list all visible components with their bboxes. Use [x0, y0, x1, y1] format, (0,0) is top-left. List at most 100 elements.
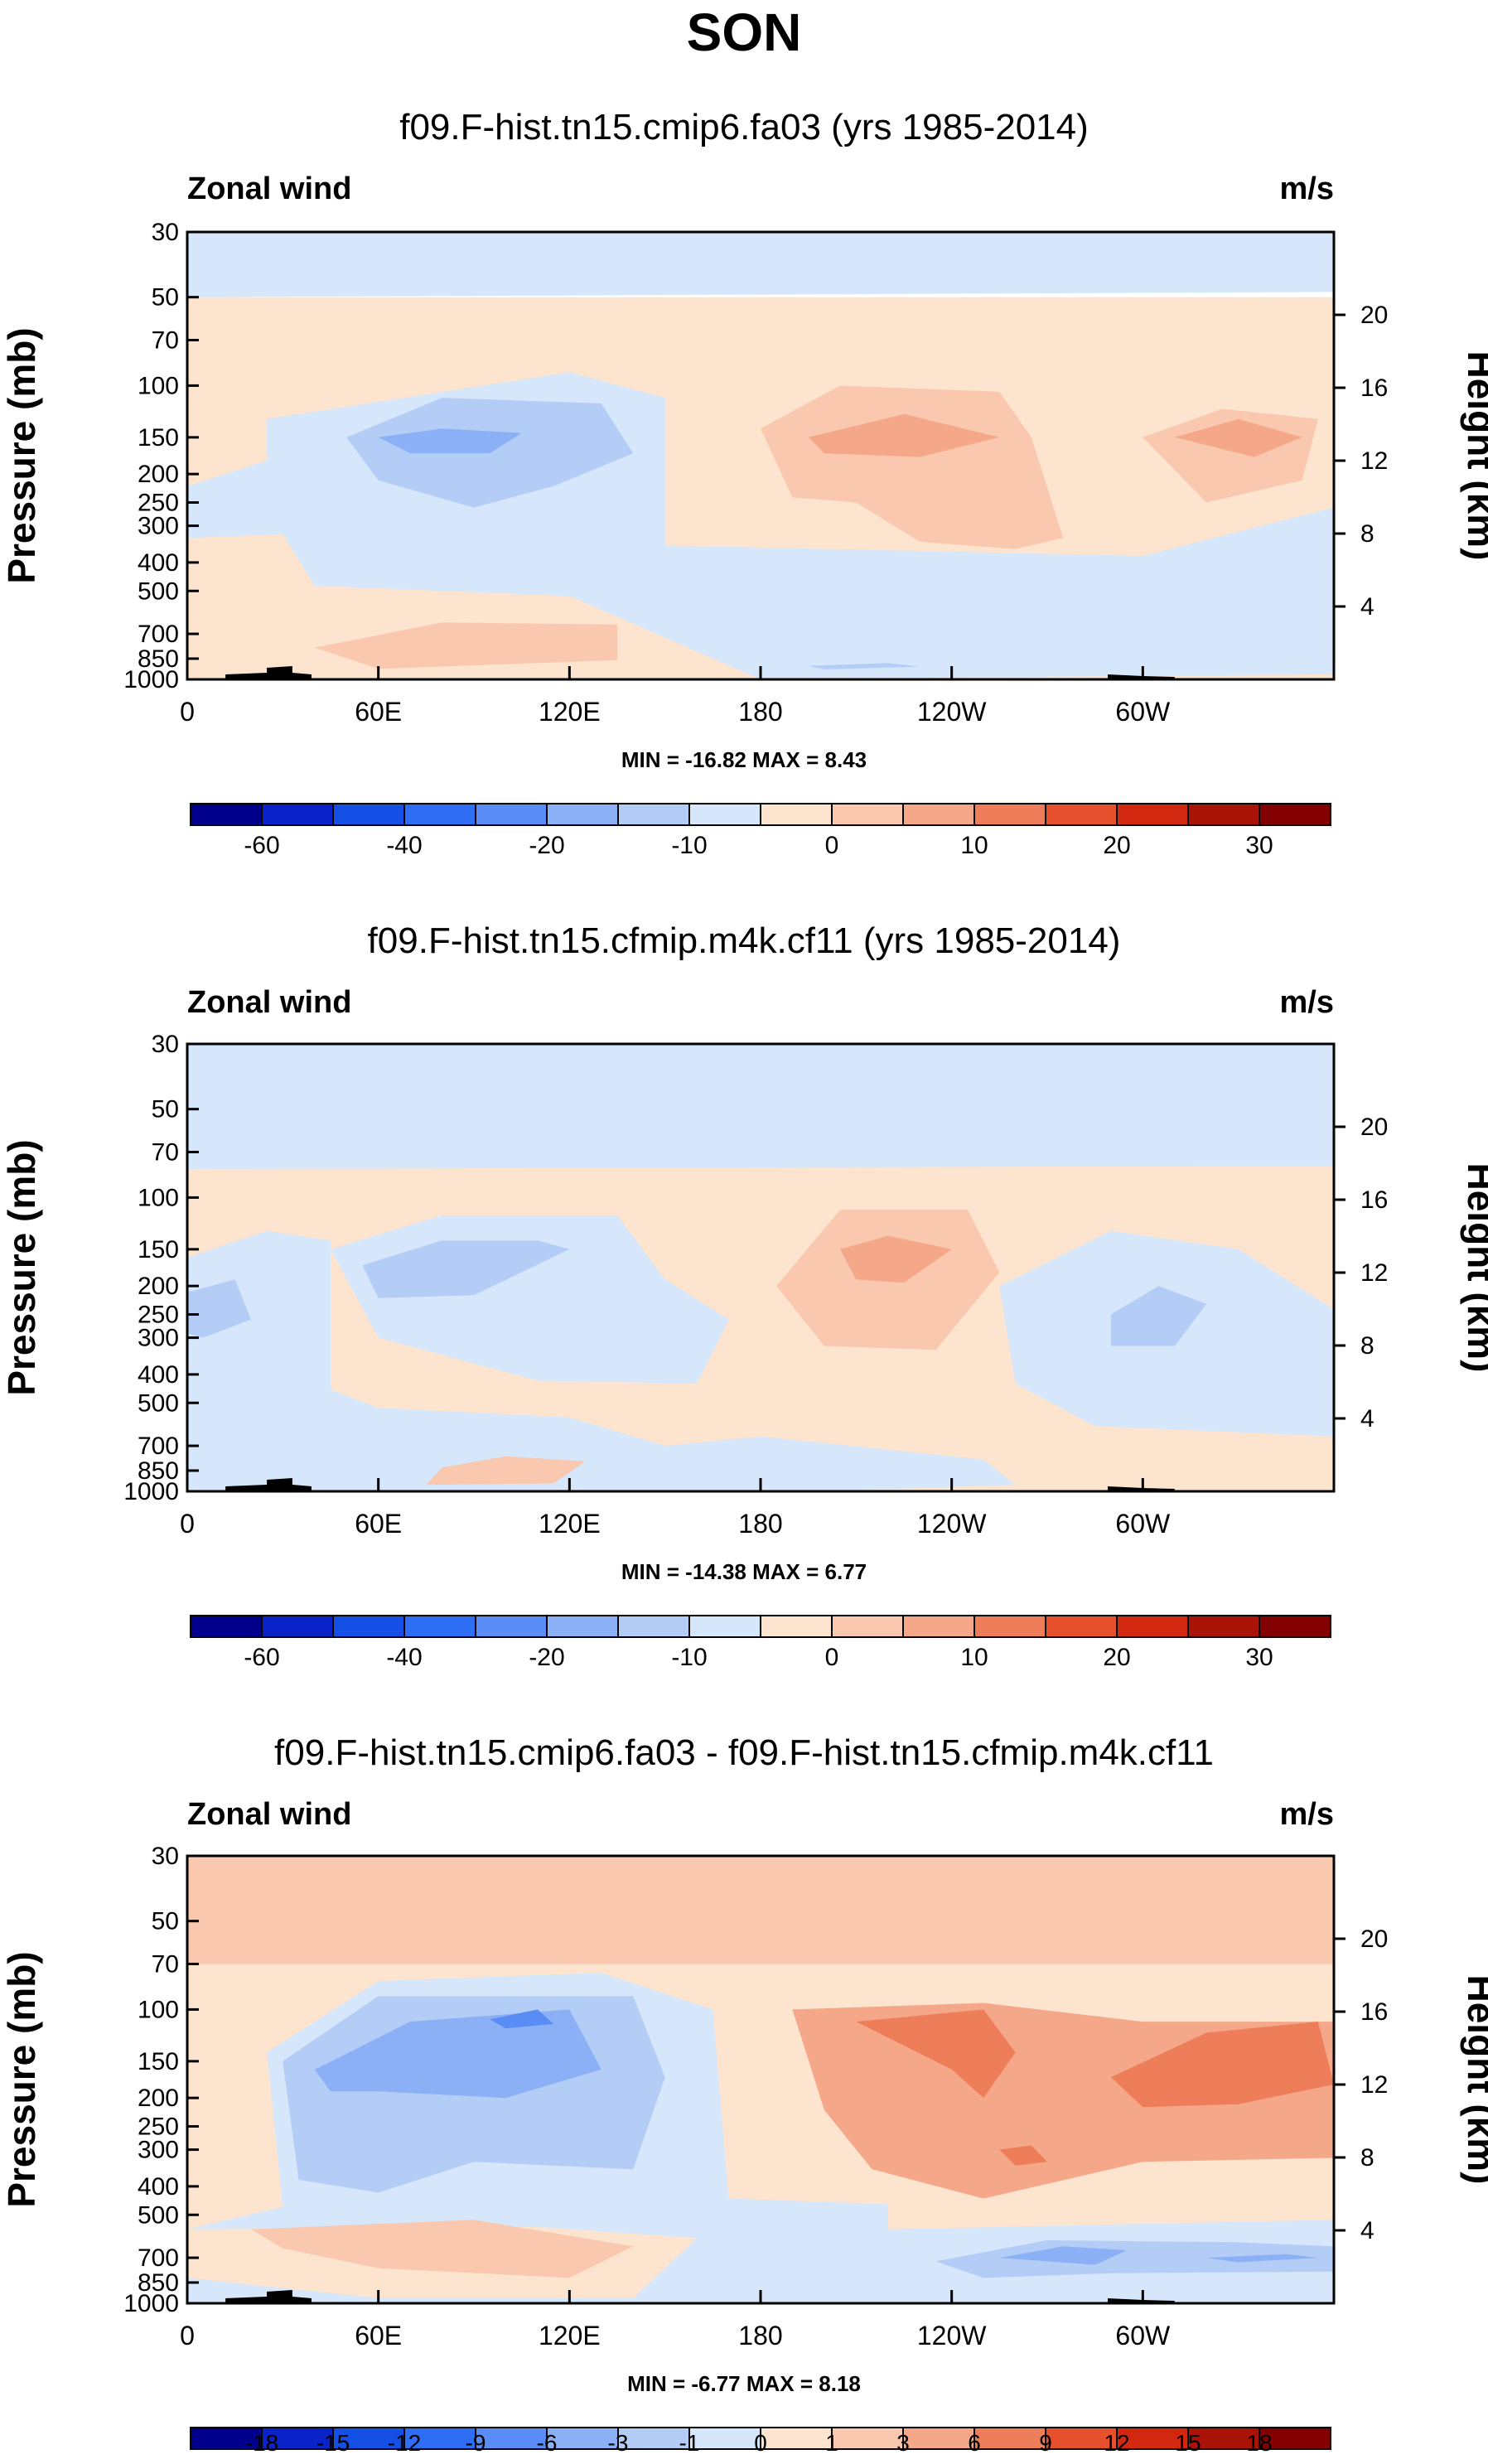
- colorbar-box: [1116, 2427, 1189, 2450]
- y-tick-label: 700: [138, 621, 179, 648]
- y-tick-label: 250: [138, 1302, 179, 1329]
- colorbar-box: [688, 1615, 761, 1638]
- y-axis-title: Pressure (mb): [0, 1139, 43, 1395]
- height-tick-label: 4: [1360, 593, 1374, 621]
- units-label: m/s: [1280, 172, 1334, 206]
- x-tick-label: 60E: [355, 2321, 402, 2350]
- y-tick-label: 100: [138, 372, 179, 399]
- x-tick-label: 120W: [917, 697, 987, 727]
- colorbar-box: [475, 2427, 548, 2450]
- colorbar-label: 18: [1246, 2430, 1272, 2456]
- height-tick-label: 20: [1360, 1114, 1388, 1141]
- colorbar-box: [617, 1615, 690, 1638]
- panel-title: f09.F-hist.tn15.cfmip.m4k.cf11 (yrs 1985…: [368, 920, 1121, 961]
- field-core-60w: [1174, 418, 1302, 457]
- colorbar-label: -20: [529, 832, 564, 859]
- colorbar-label: -10: [671, 832, 707, 859]
- colorbar-box: [546, 1615, 619, 1638]
- field-low-positive: [426, 1456, 586, 1486]
- y-tick-label: 1000: [123, 1478, 179, 1505]
- colorbar-box: [617, 803, 690, 826]
- colorbar-box: [1116, 803, 1189, 826]
- x-tick-label: 180: [738, 1509, 782, 1539]
- y-axis-title: Pressure (mb): [0, 327, 43, 583]
- y-tick-label: 100: [138, 1184, 179, 1211]
- y-tick-label: 30: [152, 1031, 179, 1058]
- colorbar-box: [973, 1615, 1046, 1638]
- x-tick-label: 0: [180, 1509, 195, 1539]
- topography-east: [225, 1478, 312, 1491]
- y-tick-label: 200: [138, 461, 179, 488]
- variable-label: Zonal wind: [187, 985, 351, 1020]
- y-tick-label: 150: [138, 424, 179, 452]
- x-tick-label: 60W: [1115, 1509, 1171, 1539]
- y-tick-label: 400: [138, 549, 179, 577]
- field-jet-0: [187, 1279, 251, 1338]
- units-label: m/s: [1280, 985, 1334, 1020]
- colorbar-box: [902, 2427, 975, 2450]
- colorbar-box: [831, 803, 904, 826]
- field-neg-low-100w: [935, 2239, 1334, 2278]
- colorbar-box: [1187, 2427, 1260, 2450]
- y-tick-label: 250: [138, 2114, 179, 2141]
- field-jet-80w: [1110, 1286, 1207, 1346]
- height-tick-label: 12: [1360, 2071, 1388, 2099]
- panel-1: f09.F-hist.tn15.cmip6.fa03 (yrs 1985-201…: [0, 107, 1488, 859]
- variable-label: Zonal wind: [187, 172, 351, 206]
- y-tick-label: 850: [138, 1457, 179, 1485]
- colorbar-label: 0: [754, 2430, 767, 2456]
- y2-axis-title: Height (km): [1460, 1975, 1488, 2185]
- colorbar-box: [332, 1615, 405, 1638]
- panel-title: f09.F-hist.tn15.cmip6.fa03 (yrs 1985-201…: [399, 107, 1089, 147]
- field-neg-low-core: [999, 2246, 1128, 2265]
- colorbar-label: -12: [388, 2430, 421, 2456]
- min-max-stats: MIN = -14.38 MAX = 6.77: [621, 1559, 867, 1584]
- y-tick-label: 1000: [123, 2290, 179, 2317]
- x-tick-label: 120W: [917, 1509, 987, 1539]
- colorbar-box: [1259, 1615, 1331, 1638]
- colorbar-box: [261, 1615, 334, 1638]
- colorbar-label: -10: [671, 1644, 707, 1671]
- y-tick-label: 100: [138, 1996, 179, 2023]
- y-tick-label: 30: [152, 219, 179, 246]
- colorbar-label: -40: [386, 1644, 422, 1671]
- y-tick-label: 250: [138, 490, 179, 517]
- height-tick-label: 16: [1360, 374, 1388, 402]
- colorbar-box: [546, 803, 619, 826]
- x-tick-label: 120W: [917, 2321, 987, 2350]
- height-tick-label: 12: [1360, 447, 1388, 475]
- panel-2: f09.F-hist.tn15.cfmip.m4k.cf11 (yrs 1985…: [0, 920, 1488, 1671]
- y-tick-label: 500: [138, 1389, 179, 1417]
- x-tick-label: 60E: [355, 1509, 402, 1539]
- x-tick-label: 120E: [539, 2321, 601, 2350]
- colorbar-label: -3: [608, 2430, 629, 2456]
- panel-3: f09.F-hist.tn15.cmip6.fa03 - f09.F-hist.…: [0, 1732, 1488, 2456]
- height-tick-label: 8: [1360, 520, 1374, 548]
- field-core-150w: [808, 413, 1000, 457]
- colorbar-box: [1187, 1615, 1260, 1638]
- height-tick-label: 8: [1360, 1332, 1374, 1360]
- field-pos-core-60w: [1110, 2022, 1334, 2108]
- field-neg-core-90e: [314, 2009, 601, 2099]
- colorbar-box: [1045, 803, 1118, 826]
- x-tick-label: 60W: [1115, 697, 1171, 727]
- colorbar-box: [831, 2427, 904, 2450]
- field-neg-low-core-2: [1206, 2254, 1318, 2263]
- height-tick-label: 20: [1360, 1925, 1388, 1953]
- height-tick-label: 4: [1360, 2217, 1374, 2244]
- colorbar-box: [1259, 2427, 1331, 2450]
- colorbar-box: [688, 803, 761, 826]
- colorbar-box: [546, 2427, 619, 2450]
- y-tick-label: 850: [138, 645, 179, 673]
- field-jet-100e: [362, 1240, 570, 1298]
- field-min-100e: [490, 2009, 554, 2029]
- x-tick-label: 120E: [539, 697, 601, 727]
- colorbar-box: [190, 2427, 263, 2450]
- y-tick-label: 200: [138, 1273, 179, 1300]
- colorbar-box: [902, 1615, 975, 1638]
- y2-axis-title: Height (km): [1460, 351, 1488, 561]
- y-tick-label: 70: [152, 1138, 179, 1166]
- colorbar-box: [332, 803, 405, 826]
- y-tick-label: 300: [138, 513, 179, 540]
- y2-axis-title: Height (km): [1460, 1163, 1488, 1373]
